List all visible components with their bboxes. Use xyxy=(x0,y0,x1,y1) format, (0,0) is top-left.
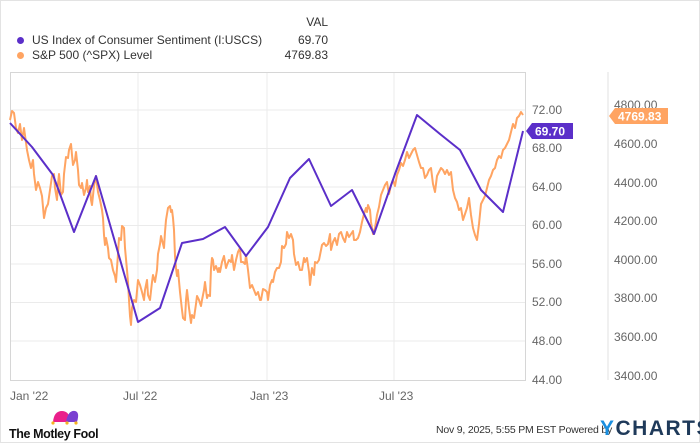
spx-line xyxy=(9,110,524,326)
left-tick: 48.00 xyxy=(532,334,562,348)
right-tick: 3600.00 xyxy=(614,330,658,344)
right-tick: 4000.00 xyxy=(614,253,658,267)
left-axis: 72.00 68.00 64.00 60.00 56.00 52.00 48.0… xyxy=(532,103,562,387)
legend-dot-icon xyxy=(17,52,24,59)
plot-border xyxy=(10,72,526,381)
legend-value: 69.70 xyxy=(297,33,328,47)
left-tick: 52.00 xyxy=(532,295,562,309)
x-tick: Jul '23 xyxy=(379,389,414,403)
left-tick: 60.00 xyxy=(532,218,562,232)
motley-fool-logo-icon xyxy=(51,410,79,425)
footer-timestamp: Nov 9, 2025, 5:55 PM EST Powered by xyxy=(436,424,612,436)
timestamp: Nov 9, 2025, 5:55 PM EST xyxy=(436,424,556,436)
sentiment-end-flag: 69.70 xyxy=(526,123,573,139)
x-tick: Jan '23 xyxy=(250,389,289,403)
legend-item-sentiment[interactable]: US Index of Consumer Sentiment (I:USCS) … xyxy=(14,32,328,48)
spx-end-flag: 4769.83 xyxy=(609,108,668,124)
legend-value-header: VAL xyxy=(306,15,328,29)
right-tick: 4400.00 xyxy=(614,176,658,190)
right-axis: 4800.00 4600.00 4400.00 4200.00 4000.00 … xyxy=(614,98,658,383)
left-tick: 68.00 xyxy=(532,141,562,155)
publisher-name: The Motley Fool xyxy=(9,427,99,441)
left-tick: 56.00 xyxy=(532,257,562,271)
x-tick: Jul '22 xyxy=(123,389,158,403)
right-tick: 3400.00 xyxy=(614,369,658,383)
sentiment-line xyxy=(9,114,524,323)
spx-end-value: 4769.83 xyxy=(618,110,662,124)
ycharts-wordmark: CHARTS xyxy=(615,417,700,440)
left-tick: 72.00 xyxy=(532,103,562,117)
legend-label: S&P 500 (^SPX) Level xyxy=(32,48,153,62)
ycharts-logo[interactable]: YCHARTS xyxy=(600,417,700,441)
ycharts-y-icon: Y xyxy=(600,417,616,440)
x-tick: Jan '22 xyxy=(10,389,49,403)
legend-item-spx[interactable]: S&P 500 (^SPX) Level 4769.83 xyxy=(14,47,328,63)
powered-by: Powered by xyxy=(558,424,613,436)
left-tick: 64.00 xyxy=(532,180,562,194)
legend-dot-icon xyxy=(17,37,24,44)
sentiment-end-value: 69.70 xyxy=(535,125,565,139)
legend-value: 4769.83 xyxy=(284,48,328,62)
left-tick: 44.00 xyxy=(532,373,562,387)
right-tick: 4600.00 xyxy=(614,137,658,151)
grid-lines xyxy=(10,72,525,380)
right-tick: 4200.00 xyxy=(614,214,658,228)
x-axis: Jan '22 Jul '22 Jan '23 Jul '23 xyxy=(10,389,414,403)
right-tick: 3800.00 xyxy=(614,291,658,305)
legend-label: US Index of Consumer Sentiment (I:USCS) xyxy=(32,33,263,47)
